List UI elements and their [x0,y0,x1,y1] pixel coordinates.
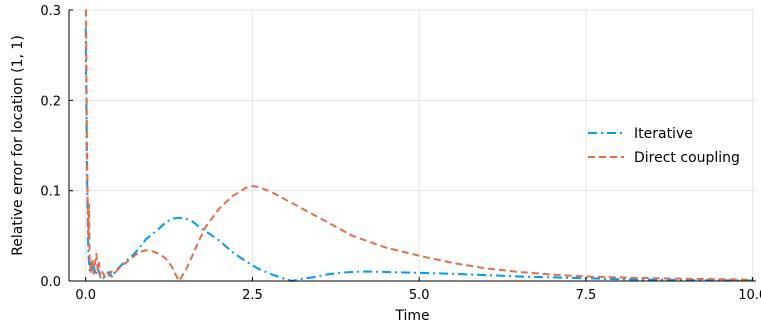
ticks: 0.0 2.5 5.0 7.5 10.0 0.0 0.1 0.2 0.3 [40,4,761,303]
axes [68,10,756,282]
legend: Iterative Direct coupling [588,126,740,166]
series-group [84,9,753,282]
y-tick-label: 0.0 [40,275,61,290]
y-axis-label: Relative error for location (1, 1) [10,35,26,256]
series-line-1 [85,9,753,282]
y-tick-label: 0.1 [40,185,61,200]
legend-label-1: Direct coupling [634,150,740,166]
x-tick-label: 2.5 [242,288,263,303]
grid [69,9,756,282]
legend-label-0: Iterative [634,126,693,142]
x-axis-label: Time [394,308,429,324]
x-tick-label: 7.5 [576,288,597,303]
series-line-0 [84,28,753,282]
y-tick-label: 0.3 [40,4,61,19]
x-tick-label: 5.0 [409,288,430,303]
x-tick-label: 0.0 [75,288,96,303]
x-tick-label: 10.0 [738,288,761,303]
y-tick-label: 0.2 [40,94,61,109]
